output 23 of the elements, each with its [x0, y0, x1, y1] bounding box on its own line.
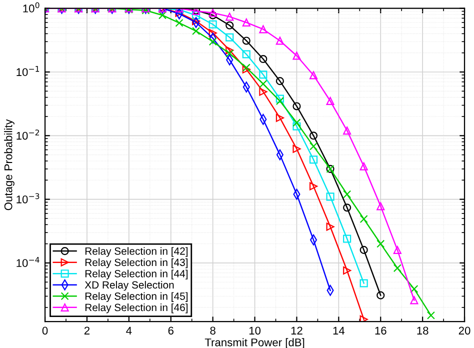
- x-tick-label: 6: [168, 326, 174, 335]
- y-tick-label: 10$^{0}$: [23, 2, 40, 12]
- legend-label: Relay Selection in [45]: [85, 292, 188, 302]
- y-tick-label: 10$^{−4}$: [16, 256, 40, 268]
- x-tick-label: 4: [126, 326, 132, 334]
- x-tick-label: 10: [249, 326, 261, 335]
- y-axis-title: Outage Probability: [4, 119, 14, 210]
- x-tick-label: 20: [458, 326, 470, 335]
- x-tick-label: 0: [42, 326, 48, 335]
- y-tick-label: 10$^{−1}$: [16, 66, 40, 76]
- legend-label: Relay Selection in [46]: [85, 304, 188, 314]
- x-tick-label: 12: [291, 326, 302, 334]
- x-tick-label: 14: [333, 326, 345, 334]
- x-tick-label: 8: [210, 326, 216, 335]
- x-tick-label: 18: [417, 326, 428, 335]
- y-tick-label: 10$^{−2}$: [16, 130, 39, 140]
- legend-label: Relay Selection in [42]: [85, 247, 188, 257]
- legend-label: Relay Selection in [44]: [85, 270, 188, 280]
- y-tick-label: 10$^{−3}$: [16, 193, 40, 204]
- x-tick-label: 16: [375, 326, 386, 335]
- x-tick-label: 2: [84, 326, 90, 334]
- legend-label: XD Relay Selection: [84, 280, 174, 291]
- legend-label: Relay Selection in [43]: [85, 258, 188, 268]
